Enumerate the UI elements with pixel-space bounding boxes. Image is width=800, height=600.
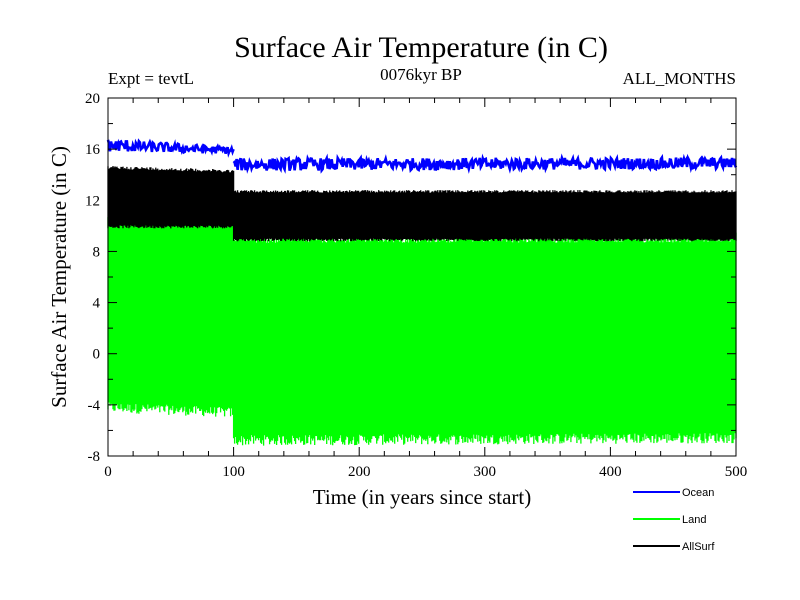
legend-label-land: Land [682, 514, 706, 526]
series-ocean [106, 138, 738, 174]
y-tick-label: 20 [85, 91, 100, 107]
experiment-label: Expt = tevtL [108, 69, 194, 88]
y-tick-label: 12 [85, 193, 100, 209]
legend-label-allsurf: AllSurf [682, 541, 715, 553]
axes-layer: 0 100 200 300 400 500 -8 -4 0 4 8 12 16 20 [85, 91, 747, 480]
y-tick-label: 0 [93, 347, 101, 363]
series-allsurf-segment-2 [232, 190, 737, 242]
x-tick-label: 400 [599, 464, 622, 480]
chart-title: Surface Air Temperature (in C) [234, 31, 608, 64]
series-land-segment-2 [232, 232, 737, 446]
legend: Ocean Land AllSurf [633, 487, 715, 553]
legend-item-ocean: Ocean [633, 487, 714, 499]
y-tick-label: 8 [93, 244, 101, 260]
x-tick-label: 0 [104, 464, 112, 480]
series-land-segment-1 [107, 212, 235, 417]
x-tick-label: 500 [725, 464, 748, 480]
y-tick-label: -4 [88, 398, 101, 414]
y-axis-title: Surface Air Temperature (in C) [47, 146, 71, 408]
series-ocean-segment-2 [232, 153, 738, 174]
legend-label-ocean: Ocean [682, 487, 714, 499]
x-tick-label: 100 [222, 464, 245, 480]
x-axis-title: Time (in years since start) [313, 485, 532, 509]
x-tick-label: 300 [474, 464, 497, 480]
legend-item-land: Land [633, 514, 706, 526]
chart-subtitle: 0076kyr BP [380, 65, 462, 84]
months-label: ALL_MONTHS [623, 69, 736, 88]
y-tick-label: -8 [88, 449, 101, 465]
y-tick-label: 4 [93, 296, 101, 312]
series-allsurf-segment-1 [107, 166, 235, 229]
series-ocean-segment-1 [106, 138, 235, 158]
series-land [107, 212, 737, 446]
y-tick-label: 16 [85, 142, 101, 158]
series-allsurf [107, 166, 737, 242]
x-tick-label: 200 [348, 464, 371, 480]
legend-item-allsurf: AllSurf [633, 541, 715, 553]
series-layer [106, 138, 738, 446]
